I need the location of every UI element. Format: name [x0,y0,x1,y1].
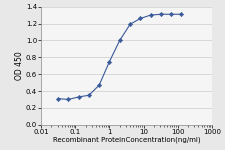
X-axis label: Recombinant ProteinConcentration(ng/ml): Recombinant ProteinConcentration(ng/ml) [53,136,200,143]
Y-axis label: OD 450: OD 450 [16,51,25,80]
